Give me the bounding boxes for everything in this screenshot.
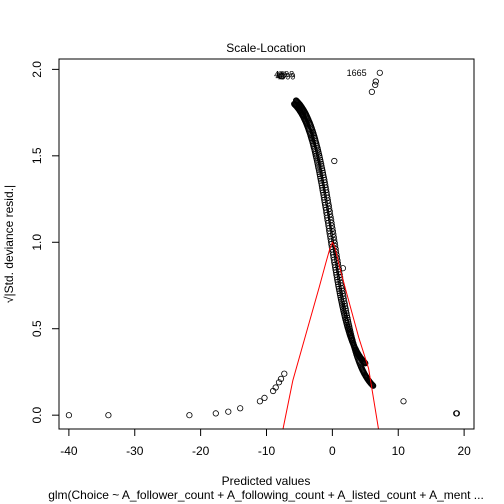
- data-point: [256, 398, 263, 405]
- data-point: [332, 266, 339, 273]
- chart-title: Scale-Location: [226, 41, 305, 55]
- data-point: [319, 187, 326, 194]
- y-tick-label: 1.0: [30, 234, 44, 251]
- data-point: [317, 175, 324, 182]
- data-point: [315, 166, 322, 173]
- x-axis-label: Predicted values: [222, 474, 311, 488]
- data-point: [275, 379, 283, 386]
- data-point: [336, 287, 343, 295]
- y-axis: 0.0 0.5 1.0 1.5 2.0: [30, 61, 60, 424]
- data-point: [65, 412, 73, 419]
- smooth-line: [282, 241, 379, 430]
- data-point: [342, 307, 350, 315]
- data-point: [368, 88, 375, 96]
- x-tick-label: -10: [258, 444, 276, 458]
- data-point: [334, 276, 341, 283]
- y-tick-label: 2.0: [30, 61, 44, 78]
- data-point: [362, 360, 369, 367]
- data-point: [261, 394, 268, 401]
- outlier-label: 4099: [275, 71, 295, 81]
- data-point: [186, 412, 193, 419]
- x-tick-label: -30: [126, 444, 144, 458]
- plot-frame: [58, 58, 475, 430]
- smooth-line-group: [282, 241, 379, 430]
- data-point: [337, 292, 344, 299]
- data-point: [318, 179, 325, 187]
- data-point: [272, 384, 279, 391]
- data-point: [337, 294, 344, 301]
- data-point: [316, 171, 323, 178]
- data-point: [317, 177, 324, 184]
- data-point: [334, 278, 341, 285]
- data-point: [330, 231, 337, 238]
- data-point: [331, 157, 338, 165]
- data-point: [372, 78, 379, 85]
- data-point: [316, 173, 324, 180]
- x-axis: -40 -30 -20 -10 0 10 20: [60, 428, 471, 458]
- y-tick-label: 1.5: [30, 147, 44, 164]
- outlier-label: 4098: [274, 70, 294, 80]
- x-tick-label: -40: [60, 444, 78, 458]
- data-point: [279, 73, 286, 80]
- data-point: [225, 408, 232, 415]
- data-point: [333, 271, 340, 278]
- y-tick-label: 0.5: [30, 320, 44, 337]
- data-point: [330, 234, 337, 241]
- data-point: [332, 264, 339, 271]
- data-point: [105, 412, 112, 419]
- scatter-points: [65, 69, 460, 419]
- data-point: [370, 382, 377, 389]
- data-point: [336, 290, 343, 297]
- data-point: [335, 285, 342, 292]
- outlier-label: 1665: [347, 68, 367, 78]
- chart-subtitle: glm(Choice ~ A_follower_count + A_follow…: [48, 488, 484, 502]
- x-tick-label: -20: [192, 444, 210, 458]
- data-point: [329, 228, 336, 235]
- x-tick-label: 10: [392, 444, 406, 458]
- data-point: [237, 405, 244, 412]
- data-point: [334, 281, 342, 288]
- data-point: [318, 182, 325, 189]
- data-point: [316, 168, 323, 175]
- data-point: [281, 370, 288, 377]
- data-point: [314, 160, 321, 167]
- data-point: [372, 81, 379, 89]
- data-point: [400, 398, 407, 405]
- data-point: [212, 410, 219, 417]
- x-tick-label: 20: [457, 444, 471, 458]
- data-point: [280, 71, 287, 78]
- data-point: [319, 184, 326, 191]
- data-point: [453, 410, 460, 417]
- y-tick-label: 0.0: [30, 407, 44, 424]
- data-point: [277, 375, 285, 382]
- y-axis-label: √|Std. deviance resid.|: [2, 185, 16, 303]
- data-point: [333, 274, 340, 281]
- data-point: [376, 69, 383, 76]
- x-tick-label: 0: [329, 444, 336, 458]
- data-point: [335, 283, 342, 290]
